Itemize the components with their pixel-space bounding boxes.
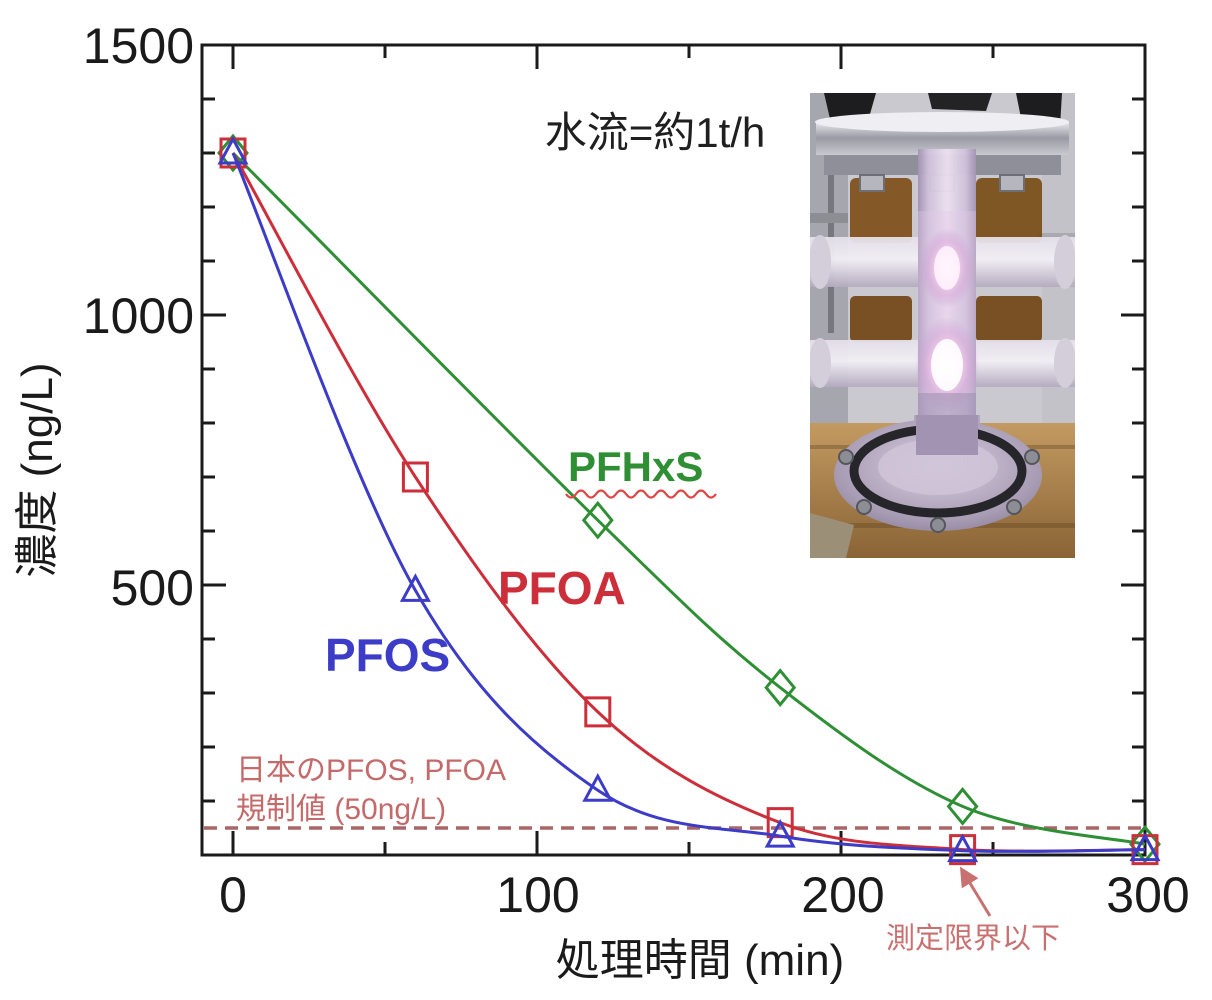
pfhxs-marker [217,133,249,173]
reactor-photo [810,93,1075,558]
pfos-curve [231,152,1146,853]
pfoa-marker [949,834,977,866]
x-tick-label-0: 0 [219,867,247,923]
pfoa-marker [401,461,429,493]
y-tick-label-1000: 1000 [83,288,194,344]
pfos-series-label: PFOS [325,629,450,681]
y-axis-title: 濃度 (ng/L) [13,362,62,577]
detection-limit-annotation: 測定限界以下 [886,922,1060,955]
pfhxs-marker [581,500,614,540]
pfhxs-series-label: PFHxS [568,443,703,490]
flow-rate-note: 水流=約1t/h [545,109,766,156]
detection-limit-arrow [959,866,992,917]
pfos-marker [1129,832,1161,862]
y-tick-label-1500: 1500 [83,18,194,74]
pfos-marker [582,773,614,802]
y-tick-label-500: 500 [111,560,194,616]
pfos-marker [217,135,249,165]
x-tick-label-200: 200 [801,867,884,923]
regulation-annotation-line2: 規制値 (50ng/L) [236,793,446,826]
plot-frame [200,43,1147,857]
pfhxs-marker [1129,824,1161,864]
pfhxs-squiggle-underline [565,489,717,499]
pfos-marker [764,818,796,848]
pfoa-series-label: PFOA [498,562,626,614]
photo-amber-bottles [850,178,1042,342]
pfos-marker [399,573,431,602]
photo-bottom-flange [834,415,1042,533]
pfhxs-marker [764,668,797,707]
pfhxs-marker [946,787,979,826]
pfos-marker [947,833,979,863]
x-tick-label-100: 100 [496,867,579,923]
pfoa-marker [584,696,612,728]
regulation-annotation-line1: 日本のPFOS, PFOA [236,754,506,787]
x-tick-label-300: 300 [1106,867,1189,923]
x-axis-title: 処理時間 (min) [556,936,844,985]
pfhxs-curve [231,151,1146,846]
plot-area [200,43,1161,866]
pfoa-marker [1131,834,1159,866]
pfoa-marker [219,137,247,169]
